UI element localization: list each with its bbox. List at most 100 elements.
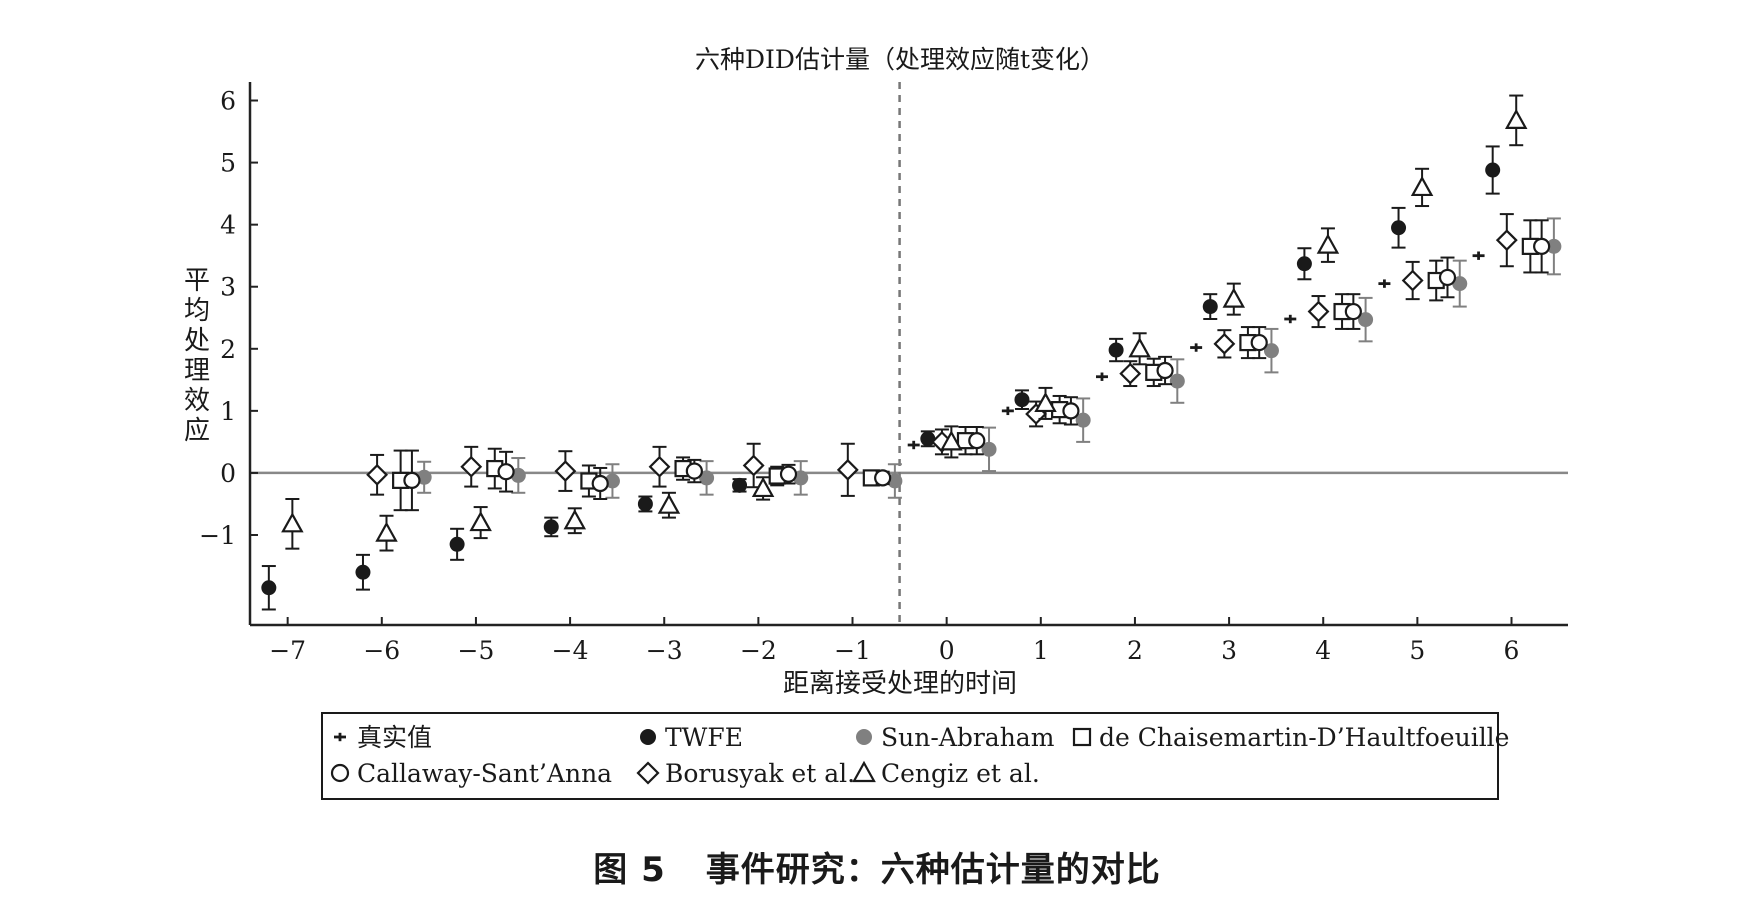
y-tick-label: 1: [220, 397, 236, 426]
open-diamond-marker: [1213, 332, 1236, 355]
x-tick-label: 3: [1221, 636, 1237, 665]
open-circle-marker: [874, 469, 892, 487]
open-triangle-marker: [1128, 337, 1151, 358]
filled-circle-marker: [1108, 342, 1124, 358]
open-triangle-marker: [281, 512, 304, 533]
open-triangle-marker: [657, 493, 681, 514]
legend-label: Callaway-Sant’Anna: [357, 759, 612, 788]
x-tick-label: −3: [646, 636, 683, 665]
open-diamond-marker: [366, 463, 389, 486]
series-borusyak-et-al: [366, 213, 1518, 497]
x-tick-label: −5: [458, 636, 495, 665]
open-triangle-marker: [1504, 108, 1528, 129]
open-diamond-marker: [1401, 269, 1424, 292]
y-axis-label-char: 处: [184, 326, 210, 356]
x-axis-label: 距离接受处理的时间: [783, 669, 1017, 699]
figure-caption-text: 事件研究：六种估计量的对比: [705, 850, 1161, 890]
x-tick-label: −7: [269, 636, 306, 665]
filled-circle-marker: [920, 431, 936, 447]
open-triangle-marker: [751, 476, 775, 498]
filled-circle-marker: [1546, 238, 1562, 254]
filled-circle-marker: [1485, 162, 1501, 178]
filled-circle-marker: [1358, 312, 1374, 328]
event-study-chart: 六种DID估计量（处理效应随t变化） −1 0 1 2 3 4 5 6 −7 −6 −5 −4 −3 −2…: [184, 45, 1568, 800]
legend: 真实值 TWFE Sun-Abraham de Chaisemartin-D’Haul…: [321, 712, 1509, 800]
open-diamond-marker: [1495, 229, 1518, 252]
filled-circle-marker: [732, 477, 748, 493]
y-tick-label: 4: [220, 211, 236, 240]
legend-label: Sun-Abraham: [881, 723, 1055, 752]
x-tick-label: −6: [363, 636, 400, 665]
y-tick-label: 0: [220, 459, 236, 488]
open-circle-marker: [497, 463, 515, 481]
filled-circle-marker: [1296, 256, 1312, 272]
x-tick-label: 6: [1504, 636, 1520, 665]
open-triangle-marker: [469, 510, 492, 532]
open-diamond-marker: [648, 455, 671, 478]
x-tick-label: 2: [1127, 636, 1143, 665]
open-diamond-marker: [742, 454, 765, 477]
y-axis-label-char: 应: [184, 416, 210, 446]
legend-label: TWFE: [665, 723, 743, 752]
y-axis-label-char: 平: [184, 266, 210, 296]
filled-circle-marker: [1452, 276, 1468, 292]
series-: [907, 251, 1485, 450]
plot-area: −1 0 1 2 3 4 5 6 −7 −6 −5 −4 −3 −2 −1 0 1 2 3 4 5 6: [199, 82, 1568, 665]
chart-title: 六种DID估计量（处理效应随t变化）: [695, 45, 1105, 74]
figure-caption: 图 5 事件研究：六种估计量的对比: [0, 842, 1750, 891]
open-circle-marker: [1533, 237, 1551, 255]
filled-circle-marker: [1263, 343, 1279, 359]
filled-circle-marker: [355, 564, 371, 580]
filled-circle-marker: [856, 729, 872, 745]
legend-label: de Chaisemartin-D’Haultfoeuille: [1099, 723, 1509, 752]
open-triangle-marker: [940, 430, 963, 451]
open-circle-marker: [968, 432, 986, 450]
figure-number: 图 5: [593, 850, 666, 890]
open-diamond-marker: [1307, 300, 1330, 323]
x-tick-label: 4: [1315, 636, 1331, 665]
open-circle-marker: [685, 462, 703, 480]
y-axis-label-char: 效: [184, 386, 210, 416]
open-circle-marker: [1156, 361, 1174, 380]
open-triangle-marker: [1222, 287, 1246, 308]
open-circle-marker: [1344, 302, 1362, 321]
open-diamond-marker: [1119, 362, 1142, 385]
series-cengiz-et-al: [281, 94, 1528, 552]
open-triangle-marker: [1316, 233, 1340, 254]
filled-circle-marker: [1202, 299, 1218, 315]
open-circle-marker: [403, 471, 421, 489]
series-callaway-sant-anna: [403, 219, 1551, 512]
open-diamond-marker: [460, 455, 483, 478]
legend-label: Cengiz et al.: [881, 759, 1040, 788]
filled-circle-marker: [543, 519, 559, 535]
y-tick-label: 2: [220, 335, 236, 364]
open-triangle-marker: [1410, 175, 1434, 197]
series-twfe: [261, 145, 1501, 611]
legend-box: [321, 712, 1499, 800]
filled-circle-marker: [261, 580, 277, 596]
open-diamond-marker: [554, 460, 577, 482]
filled-circle-marker: [1391, 220, 1407, 236]
open-circle-marker: [1438, 268, 1457, 287]
open-triangle-marker: [852, 760, 876, 783]
y-axis-label-char: 理: [184, 356, 210, 386]
open-circle-marker: [779, 465, 798, 483]
y-tick-label: −1: [199, 521, 236, 550]
filled-circle-marker: [1014, 392, 1030, 408]
x-tick-label: 5: [1409, 636, 1425, 665]
y-tick-label: 5: [220, 149, 236, 178]
open-square-marker: [1072, 727, 1092, 747]
legend-label: Borusyak et al.: [665, 759, 855, 788]
x-tick-label: −4: [552, 636, 589, 665]
open-triangle-marker: [375, 521, 398, 542]
x-tick-label: 0: [939, 636, 955, 665]
open-circle-marker: [591, 474, 609, 493]
open-circle-marker: [330, 763, 350, 783]
open-diamond-marker: [636, 761, 660, 785]
x-tick-label: −1: [834, 636, 871, 665]
filled-circle-marker: [449, 536, 465, 552]
open-triangle-marker: [1034, 391, 1057, 413]
filled-circle-marker: [1169, 373, 1185, 389]
filled-circle-marker: [637, 496, 653, 512]
